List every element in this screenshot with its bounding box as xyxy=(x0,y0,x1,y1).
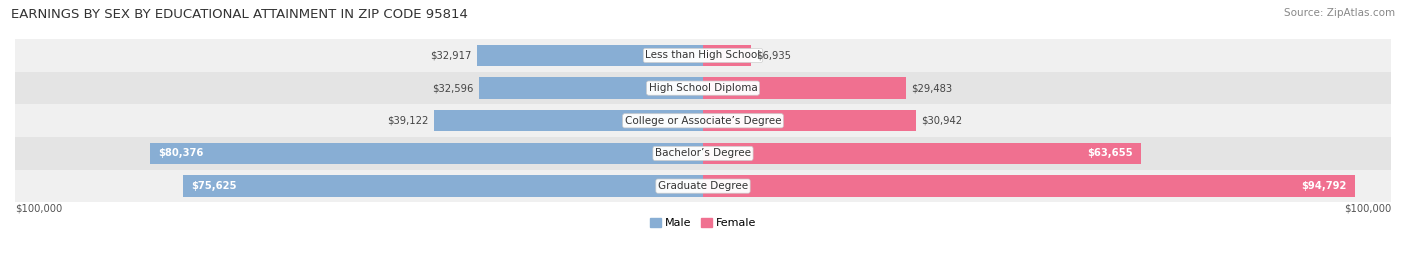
Bar xyxy=(434,110,703,131)
Text: Source: ZipAtlas.com: Source: ZipAtlas.com xyxy=(1284,8,1395,18)
Bar xyxy=(15,72,1391,105)
Text: $75,625: $75,625 xyxy=(191,181,236,191)
Text: $32,596: $32,596 xyxy=(432,83,474,93)
Bar xyxy=(703,143,1140,164)
Text: Less than High School: Less than High School xyxy=(645,50,761,61)
Text: $32,917: $32,917 xyxy=(430,50,471,61)
Bar xyxy=(15,105,1391,137)
Bar xyxy=(478,77,703,99)
Bar xyxy=(477,45,703,66)
Bar xyxy=(150,143,703,164)
Text: $94,792: $94,792 xyxy=(1302,181,1347,191)
Bar xyxy=(183,176,703,197)
Text: $80,376: $80,376 xyxy=(159,148,204,158)
Bar xyxy=(15,170,1391,202)
Text: $6,935: $6,935 xyxy=(756,50,792,61)
Text: $39,122: $39,122 xyxy=(387,116,429,126)
Bar xyxy=(15,137,1391,170)
Text: $63,655: $63,655 xyxy=(1087,148,1133,158)
Text: $100,000: $100,000 xyxy=(15,203,62,213)
Text: $100,000: $100,000 xyxy=(1344,203,1391,213)
Text: $29,483: $29,483 xyxy=(911,83,952,93)
Text: High School Diploma: High School Diploma xyxy=(648,83,758,93)
Text: College or Associate’s Degree: College or Associate’s Degree xyxy=(624,116,782,126)
Text: $30,942: $30,942 xyxy=(921,116,963,126)
Text: EARNINGS BY SEX BY EDUCATIONAL ATTAINMENT IN ZIP CODE 95814: EARNINGS BY SEX BY EDUCATIONAL ATTAINMEN… xyxy=(11,8,468,21)
Legend: Male, Female: Male, Female xyxy=(645,214,761,233)
Bar xyxy=(703,77,905,99)
Bar xyxy=(703,176,1355,197)
Bar xyxy=(15,39,1391,72)
Bar xyxy=(703,110,915,131)
Text: Bachelor’s Degree: Bachelor’s Degree xyxy=(655,148,751,158)
Text: Graduate Degree: Graduate Degree xyxy=(658,181,748,191)
Bar xyxy=(703,45,751,66)
